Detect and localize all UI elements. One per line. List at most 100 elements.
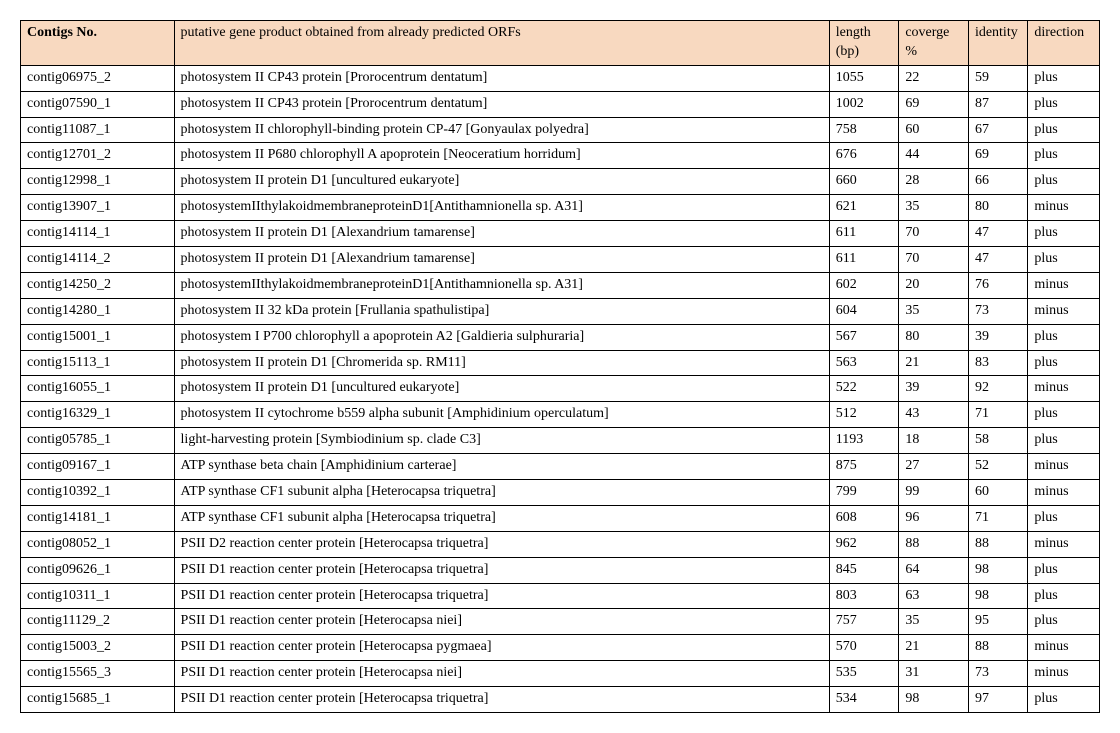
cell-coverage: 21 <box>899 635 969 661</box>
cell-length: 611 <box>829 247 899 273</box>
cell-length: 534 <box>829 687 899 713</box>
cell-identity: 39 <box>968 324 1027 350</box>
cell-product: PSII D1 reaction center protein [Heteroc… <box>174 635 829 661</box>
cell-product: photosystem II chlorophyll-binding prote… <box>174 117 829 143</box>
cell-contig: contig15113_1 <box>21 350 175 376</box>
table-row: contig14114_2photosystem II protein D1 [… <box>21 247 1100 273</box>
table-row: contig15113_1photosystem II protein D1 [… <box>21 350 1100 376</box>
table-row: contig14280_1photosystem II 32 kDa prote… <box>21 298 1100 324</box>
table-row: contig16329_1photosystem II cytochrome b… <box>21 402 1100 428</box>
table-row: contig07590_1photosystem II CP43 protein… <box>21 91 1100 117</box>
cell-coverage: 88 <box>899 531 969 557</box>
cell-coverage: 35 <box>899 195 969 221</box>
cell-contig: contig11087_1 <box>21 117 175 143</box>
cell-product: ATP synthase CF1 subunit alpha [Heteroca… <box>174 505 829 531</box>
cell-length: 563 <box>829 350 899 376</box>
cell-product: PSII D1 reaction center protein [Heteroc… <box>174 687 829 713</box>
table-row: contig16055_1photosystem II protein D1 [… <box>21 376 1100 402</box>
cell-product: PSII D1 reaction center protein [Heteroc… <box>174 661 829 687</box>
cell-coverage: 31 <box>899 661 969 687</box>
cell-product: photosystem II CP43 protein [Prorocentru… <box>174 91 829 117</box>
cell-identity: 58 <box>968 428 1027 454</box>
cell-length: 621 <box>829 195 899 221</box>
cell-length: 522 <box>829 376 899 402</box>
cell-length: 799 <box>829 480 899 506</box>
table-row: contig05785_1light-harvesting protein [S… <box>21 428 1100 454</box>
cell-direction: plus <box>1028 609 1100 635</box>
cell-direction: plus <box>1028 143 1100 169</box>
cell-product: ATP synthase beta chain [Amphidinium car… <box>174 454 829 480</box>
cell-identity: 66 <box>968 169 1027 195</box>
table-row: contig15565_3PSII D1 reaction center pro… <box>21 661 1100 687</box>
cell-identity: 87 <box>968 91 1027 117</box>
cell-coverage: 28 <box>899 169 969 195</box>
cell-identity: 98 <box>968 557 1027 583</box>
cell-contig: contig12701_2 <box>21 143 175 169</box>
cell-identity: 73 <box>968 298 1027 324</box>
col-coverage: coverge % <box>899 21 969 66</box>
cell-product: photosystem II cytochrome b559 alpha sub… <box>174 402 829 428</box>
cell-length: 803 <box>829 583 899 609</box>
table-row: contig11087_1photosystem II chlorophyll-… <box>21 117 1100 143</box>
cell-coverage: 43 <box>899 402 969 428</box>
cell-identity: 71 <box>968 402 1027 428</box>
cell-product: ATP synthase CF1 subunit alpha [Heteroca… <box>174 480 829 506</box>
table-row: contig11129_2PSII D1 reaction center pro… <box>21 609 1100 635</box>
table-row: contig15001_1photosystem I P700 chloroph… <box>21 324 1100 350</box>
cell-contig: contig10311_1 <box>21 583 175 609</box>
table-row: contig13907_1photosystemIIthylakoidmembr… <box>21 195 1100 221</box>
cell-contig: contig11129_2 <box>21 609 175 635</box>
cell-product: photosystemIIthylakoidmembraneproteinD1[… <box>174 272 829 298</box>
cell-length: 570 <box>829 635 899 661</box>
cell-length: 512 <box>829 402 899 428</box>
cell-coverage: 18 <box>899 428 969 454</box>
cell-coverage: 98 <box>899 687 969 713</box>
cell-contig: contig14280_1 <box>21 298 175 324</box>
cell-direction: plus <box>1028 65 1100 91</box>
cell-identity: 60 <box>968 480 1027 506</box>
cell-product: photosystem II CP43 protein [Prorocentru… <box>174 65 829 91</box>
cell-contig: contig14114_1 <box>21 221 175 247</box>
cell-direction: plus <box>1028 557 1100 583</box>
cell-length: 1002 <box>829 91 899 117</box>
cell-coverage: 27 <box>899 454 969 480</box>
cell-product: PSII D1 reaction center protein [Heteroc… <box>174 583 829 609</box>
cell-coverage: 21 <box>899 350 969 376</box>
cell-direction: plus <box>1028 324 1100 350</box>
cell-contig: contig13907_1 <box>21 195 175 221</box>
cell-identity: 80 <box>968 195 1027 221</box>
table-row: contig15003_2PSII D1 reaction center pro… <box>21 635 1100 661</box>
cell-coverage: 35 <box>899 298 969 324</box>
cell-direction: minus <box>1028 661 1100 687</box>
cell-length: 604 <box>829 298 899 324</box>
cell-length: 676 <box>829 143 899 169</box>
table-row: contig14250_2photosystemIIthylakoidmembr… <box>21 272 1100 298</box>
cell-length: 611 <box>829 221 899 247</box>
cell-identity: 95 <box>968 609 1027 635</box>
table-row: contig09167_1ATP synthase beta chain [Am… <box>21 454 1100 480</box>
col-direction: direction <box>1028 21 1100 66</box>
cell-product: photosystemIIthylakoidmembraneproteinD1[… <box>174 195 829 221</box>
cell-length: 567 <box>829 324 899 350</box>
cell-direction: plus <box>1028 583 1100 609</box>
cell-identity: 76 <box>968 272 1027 298</box>
table-header: Contigs No. putative gene product obtain… <box>21 21 1100 66</box>
cell-product: photosystem II protein D1 [uncultured eu… <box>174 169 829 195</box>
cell-identity: 73 <box>968 661 1027 687</box>
cell-direction: minus <box>1028 531 1100 557</box>
cell-contig: contig08052_1 <box>21 531 175 557</box>
cell-contig: contig10392_1 <box>21 480 175 506</box>
cell-coverage: 99 <box>899 480 969 506</box>
table-row: contig10311_1PSII D1 reaction center pro… <box>21 583 1100 609</box>
cell-product: photosystem II P680 chlorophyll A apopro… <box>174 143 829 169</box>
cell-contig: contig12998_1 <box>21 169 175 195</box>
cell-contig: contig07590_1 <box>21 91 175 117</box>
table-row: contig06975_2photosystem II CP43 protein… <box>21 65 1100 91</box>
cell-coverage: 64 <box>899 557 969 583</box>
col-contigs-no: Contigs No. <box>21 21 175 66</box>
cell-direction: plus <box>1028 117 1100 143</box>
cell-direction: plus <box>1028 428 1100 454</box>
table-row: contig08052_1PSII D2 reaction center pro… <box>21 531 1100 557</box>
cell-product: photosystem II 32 kDa protein [Frullania… <box>174 298 829 324</box>
table-row: contig10392_1ATP synthase CF1 subunit al… <box>21 480 1100 506</box>
